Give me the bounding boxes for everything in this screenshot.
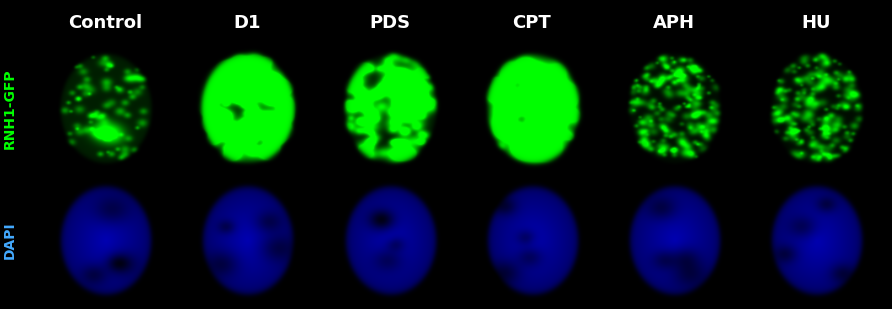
Text: Control: Control — [68, 14, 142, 32]
Text: HU: HU — [802, 14, 831, 32]
Text: DAPI: DAPI — [3, 222, 16, 259]
Text: PDS: PDS — [369, 14, 410, 32]
Text: RNH1-GFP: RNH1-GFP — [3, 69, 16, 149]
Text: APH: APH — [653, 14, 695, 32]
Text: CPT: CPT — [513, 14, 551, 32]
Text: D1: D1 — [234, 14, 261, 32]
